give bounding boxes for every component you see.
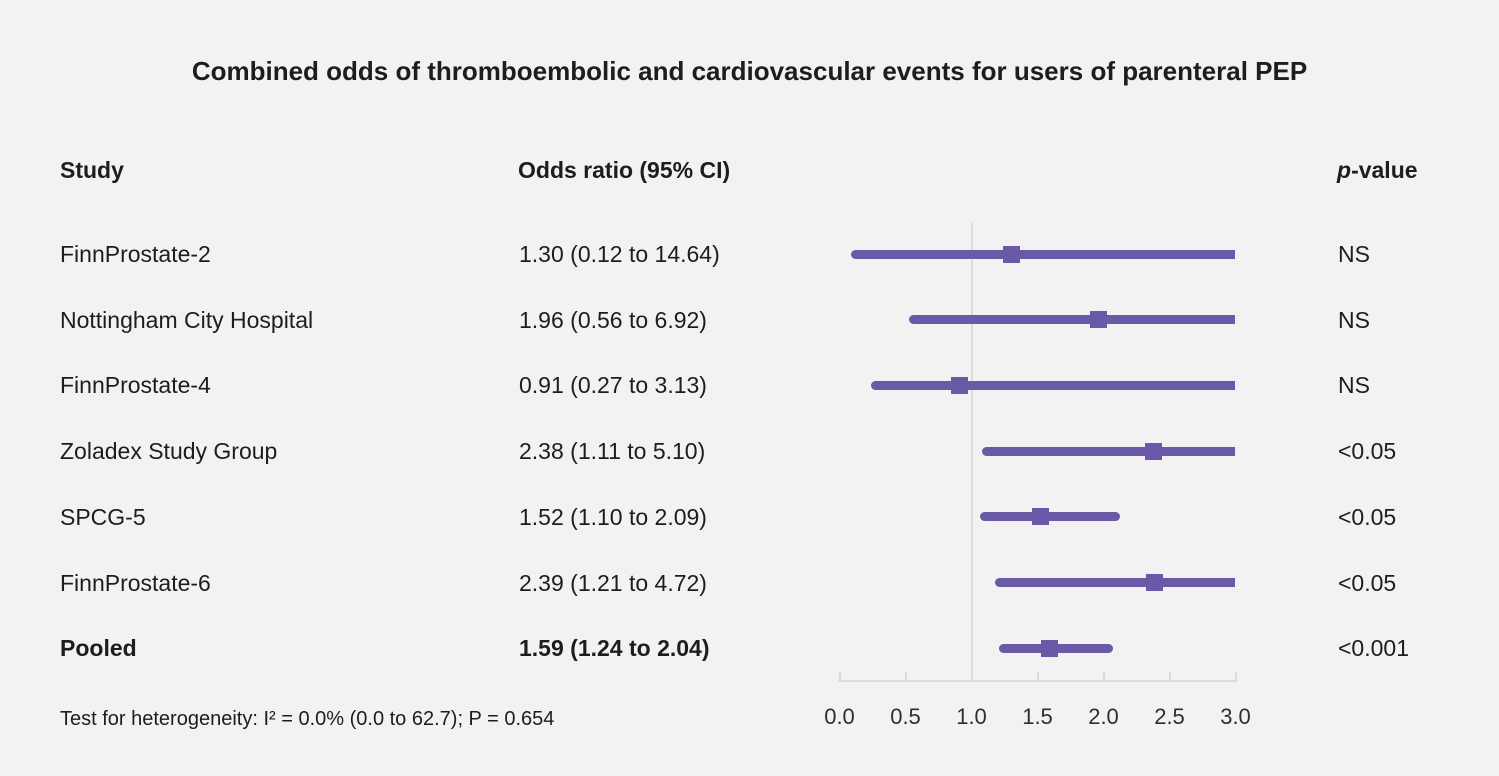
x-axis-tick-label: 2.0 bbox=[1088, 704, 1119, 729]
ci-line bbox=[908, 315, 1236, 325]
reference-line bbox=[970, 223, 973, 682]
study-label: Nottingham City Hospital bbox=[60, 306, 314, 333]
study-label: FinnProstate-2 bbox=[60, 241, 211, 267]
or-ci-label: 1.52 (1.10 to 2.09) bbox=[519, 503, 707, 530]
heterogeneity-note: Test for heterogeneity: I² = 0.0% (0.0 t… bbox=[60, 708, 555, 730]
x-axis-tick bbox=[1102, 671, 1105, 680]
or-marker bbox=[951, 376, 969, 394]
p-value-header-italic-p: p bbox=[1337, 157, 1352, 183]
or-marker bbox=[1002, 245, 1020, 263]
p-value-label: NS bbox=[1338, 241, 1370, 267]
x-axis-tick-label: 1.5 bbox=[1022, 704, 1053, 729]
x-axis-tick-label: 1.0 bbox=[956, 704, 987, 729]
ci-line bbox=[994, 578, 1236, 587]
ci-line bbox=[981, 446, 1236, 456]
x-axis-tick bbox=[838, 671, 841, 680]
or-ci-label: 1.96 (0.56 to 6.92) bbox=[519, 306, 707, 333]
x-axis-tick bbox=[1168, 671, 1171, 680]
or-marker bbox=[1089, 311, 1107, 329]
column-header-p-value: p-value bbox=[1337, 157, 1418, 183]
study-label: SPCG-5 bbox=[60, 503, 146, 530]
p-value-label: <0.05 bbox=[1338, 569, 1397, 596]
x-axis-tick-label: 0.0 bbox=[824, 704, 855, 729]
or-marker bbox=[1146, 574, 1164, 591]
p-value-label: NS bbox=[1338, 306, 1370, 333]
ci-line bbox=[850, 249, 1236, 259]
x-axis-tick bbox=[1234, 671, 1237, 680]
or-marker bbox=[1031, 508, 1049, 526]
study-label: Pooled bbox=[60, 635, 137, 662]
p-value-label: <0.05 bbox=[1338, 503, 1397, 530]
p-value-label: NS bbox=[1338, 372, 1370, 399]
ci-line bbox=[980, 512, 1120, 522]
or-ci-label: 0.91 (0.27 to 3.13) bbox=[519, 372, 707, 399]
or-ci-label: 1.30 (0.12 to 14.64) bbox=[519, 241, 720, 267]
x-axis-tick-label: 2.5 bbox=[1154, 704, 1185, 729]
x-axis-tick-label: 0.5 bbox=[890, 704, 921, 729]
p-value-label: <0.001 bbox=[1338, 635, 1409, 662]
study-label: FinnProstate-4 bbox=[60, 372, 211, 399]
column-header-odds-ratio: Odds ratio (95% CI) bbox=[518, 157, 731, 183]
x-axis-tick bbox=[904, 671, 907, 680]
or-ci-label: 2.39 (1.21 to 4.72) bbox=[519, 569, 707, 596]
p-value-label: <0.05 bbox=[1338, 438, 1397, 465]
chart-title: Combined odds of thromboembolic and card… bbox=[191, 56, 1308, 86]
or-marker bbox=[1145, 442, 1163, 460]
x-axis-tick bbox=[970, 671, 973, 680]
study-label: Zoladex Study Group bbox=[60, 438, 278, 465]
x-axis bbox=[838, 679, 1237, 682]
x-axis-tick bbox=[1036, 671, 1039, 680]
study-label: FinnProstate-6 bbox=[60, 569, 211, 596]
or-marker bbox=[1040, 639, 1058, 657]
p-value-header-rest: -value bbox=[1351, 157, 1418, 183]
x-axis-tick-label: 3.0 bbox=[1220, 704, 1251, 729]
column-header-study: Study bbox=[60, 157, 124, 183]
or-ci-label: 2.38 (1.11 to 5.10) bbox=[519, 438, 706, 465]
or-ci-label: 1.59 (1.24 to 2.04) bbox=[519, 635, 710, 662]
ci-line bbox=[870, 380, 1236, 390]
